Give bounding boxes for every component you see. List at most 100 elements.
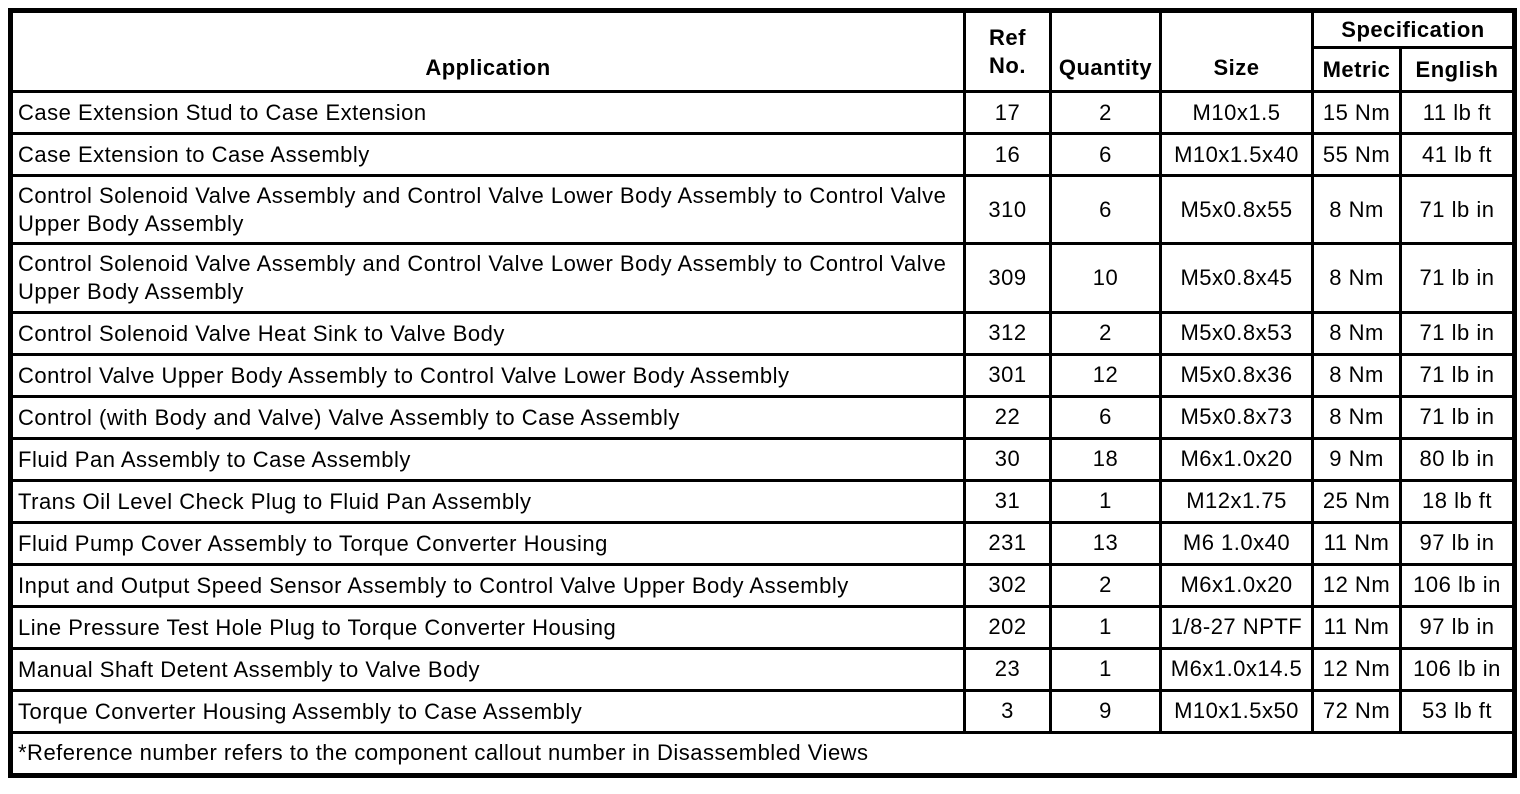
ref-no-cell: 30 bbox=[963, 436, 1052, 482]
column-header-metric: Metric bbox=[1311, 46, 1402, 93]
metric-cell: 55 Nm bbox=[1311, 132, 1402, 177]
ref-no-cell: 310 bbox=[963, 173, 1052, 246]
english-cell: 106 lb in bbox=[1398, 646, 1517, 692]
quantity-cell: 1 bbox=[1049, 604, 1162, 650]
english-cell: 71 lb in bbox=[1398, 310, 1517, 356]
table-row: Control Valve Upper Body Assembly to Con… bbox=[9, 352, 1517, 398]
application-cell: Control Solenoid Valve Assembly and Cont… bbox=[9, 242, 966, 314]
application-cell: Fluid Pan Assembly to Case Assembly bbox=[9, 436, 966, 482]
table-row: Trans Oil Level Check Plug to Fluid Pan … bbox=[9, 478, 1517, 524]
application-cell: Input and Output Speed Sensor Assembly t… bbox=[9, 562, 966, 608]
metric-cell: 25 Nm bbox=[1311, 478, 1402, 524]
table-row: Fluid Pan Assembly to Case Assembly 30 1… bbox=[9, 436, 1517, 482]
ref-no-cell: 301 bbox=[963, 352, 1052, 398]
metric-cell: 8 Nm bbox=[1311, 310, 1402, 356]
size-cell: M5x0.8x73 bbox=[1159, 394, 1314, 440]
metric-cell: 8 Nm bbox=[1311, 173, 1402, 246]
application-cell: Fluid Pump Cover Assembly to Torque Conv… bbox=[9, 520, 966, 566]
quantity-cell: 18 bbox=[1049, 436, 1162, 482]
table-row: Control Solenoid Valve Assembly and Cont… bbox=[9, 173, 1517, 246]
size-cell: M6x1.0x20 bbox=[1159, 562, 1314, 608]
table-row: Fluid Pump Cover Assembly to Torque Conv… bbox=[9, 520, 1517, 566]
table-row: Case Extension Stud to Case Extension 17… bbox=[9, 90, 1517, 135]
column-header-english: English bbox=[1398, 46, 1517, 93]
size-cell: M6x1.0x20 bbox=[1159, 436, 1314, 482]
application-cell: Control Valve Upper Body Assembly to Con… bbox=[9, 352, 966, 398]
ref-no-cell: 309 bbox=[963, 242, 1052, 314]
quantity-cell: 9 bbox=[1049, 688, 1162, 734]
ref-no-cell: 17 bbox=[963, 90, 1052, 135]
size-cell: M10x1.5x50 bbox=[1159, 688, 1314, 734]
size-cell: 1/8-27 NPTF bbox=[1159, 604, 1314, 650]
ref-no-cell: 3 bbox=[963, 688, 1052, 734]
application-cell: Manual Shaft Detent Assembly to Valve Bo… bbox=[9, 646, 966, 692]
ref-no-cell: 202 bbox=[963, 604, 1052, 650]
english-cell: 97 lb in bbox=[1398, 604, 1517, 650]
quantity-cell: 10 bbox=[1049, 242, 1162, 314]
english-cell: 80 lb in bbox=[1398, 436, 1517, 482]
size-cell: M5x0.8x36 bbox=[1159, 352, 1314, 398]
column-header-specification: Specification bbox=[1310, 9, 1517, 49]
size-cell: M5x0.8x53 bbox=[1159, 310, 1314, 356]
english-cell: 97 lb in bbox=[1398, 520, 1517, 566]
ref-no-cell: 312 bbox=[963, 310, 1052, 356]
table-row: Manual Shaft Detent Assembly to Valve Bo… bbox=[9, 646, 1517, 692]
table-row: Control Solenoid Valve Assembly and Cont… bbox=[9, 242, 1517, 314]
application-cell: Torque Converter Housing Assembly to Cas… bbox=[9, 688, 966, 734]
size-cell: M12x1.75 bbox=[1159, 478, 1314, 524]
table-row: Control (with Body and Valve) Valve Asse… bbox=[9, 394, 1517, 440]
metric-cell: 12 Nm bbox=[1311, 646, 1402, 692]
quantity-cell: 2 bbox=[1049, 562, 1162, 608]
ref-no-cell: 231 bbox=[963, 520, 1052, 566]
application-cell: Control Solenoid Valve Assembly and Cont… bbox=[9, 173, 966, 246]
torque-specification-table: Application Ref No. Quantity Size Specif… bbox=[8, 8, 1518, 778]
table-row: Line Pressure Test Hole Plug to Torque C… bbox=[9, 604, 1517, 650]
metric-cell: 72 Nm bbox=[1311, 688, 1402, 734]
quantity-cell: 6 bbox=[1049, 173, 1162, 246]
quantity-cell: 2 bbox=[1049, 90, 1162, 135]
metric-cell: 15 Nm bbox=[1311, 90, 1402, 135]
ref-no-cell: 16 bbox=[963, 132, 1052, 177]
metric-cell: 8 Nm bbox=[1311, 394, 1402, 440]
metric-cell: 8 Nm bbox=[1311, 242, 1402, 314]
application-cell: Line Pressure Test Hole Plug to Torque C… bbox=[9, 604, 966, 650]
quantity-cell: 2 bbox=[1049, 310, 1162, 356]
quantity-cell: 6 bbox=[1049, 394, 1162, 440]
application-cell: Control (with Body and Valve) Valve Asse… bbox=[9, 394, 966, 440]
quantity-cell: 6 bbox=[1049, 132, 1162, 177]
footnote-row: *Reference number refers to the componen… bbox=[8, 730, 1517, 777]
column-header-application: Application bbox=[9, 9, 966, 93]
size-cell: M6 1.0x40 bbox=[1159, 520, 1314, 566]
metric-cell: 9 Nm bbox=[1311, 436, 1402, 482]
table-row: Input and Output Speed Sensor Assembly t… bbox=[9, 562, 1517, 608]
size-cell: M5x0.8x45 bbox=[1159, 242, 1314, 314]
quantity-cell: 1 bbox=[1049, 478, 1162, 524]
table-row: Torque Converter Housing Assembly to Cas… bbox=[9, 688, 1517, 734]
footnote-text: *Reference number refers to the componen… bbox=[8, 730, 1517, 777]
size-cell: M6x1.0x14.5 bbox=[1159, 646, 1314, 692]
ref-no-cell: 23 bbox=[963, 646, 1052, 692]
metric-cell: 12 Nm bbox=[1311, 562, 1402, 608]
english-cell: 71 lb in bbox=[1398, 352, 1517, 398]
english-cell: 53 lb ft bbox=[1398, 688, 1517, 734]
table-row: Case Extension to Case Assembly 16 6 M10… bbox=[9, 132, 1517, 177]
header-row-top: Application Ref No. Quantity Size Specif… bbox=[9, 9, 1517, 93]
table-header: Application Ref No. Quantity Size Specif… bbox=[9, 9, 1517, 93]
application-cell: Trans Oil Level Check Plug to Fluid Pan … bbox=[9, 478, 966, 524]
table-body: Case Extension Stud to Case Extension 17… bbox=[8, 90, 1517, 777]
size-cell: M5x0.8x55 bbox=[1159, 173, 1314, 246]
english-cell: 71 lb in bbox=[1398, 173, 1517, 246]
application-cell: Case Extension to Case Assembly bbox=[9, 132, 966, 177]
quantity-cell: 13 bbox=[1049, 520, 1162, 566]
english-cell: 71 lb in bbox=[1398, 394, 1517, 440]
size-cell: M10x1.5 bbox=[1159, 90, 1314, 135]
application-cell: Case Extension Stud to Case Extension bbox=[9, 90, 966, 135]
metric-cell: 11 Nm bbox=[1311, 604, 1402, 650]
english-cell: 18 lb ft bbox=[1398, 478, 1517, 524]
english-cell: 71 lb in bbox=[1398, 242, 1517, 314]
metric-cell: 11 Nm bbox=[1311, 520, 1402, 566]
column-header-quantity: Quantity bbox=[1049, 9, 1162, 93]
english-cell: 106 lb in bbox=[1398, 562, 1517, 608]
metric-cell: 8 Nm bbox=[1311, 352, 1402, 398]
